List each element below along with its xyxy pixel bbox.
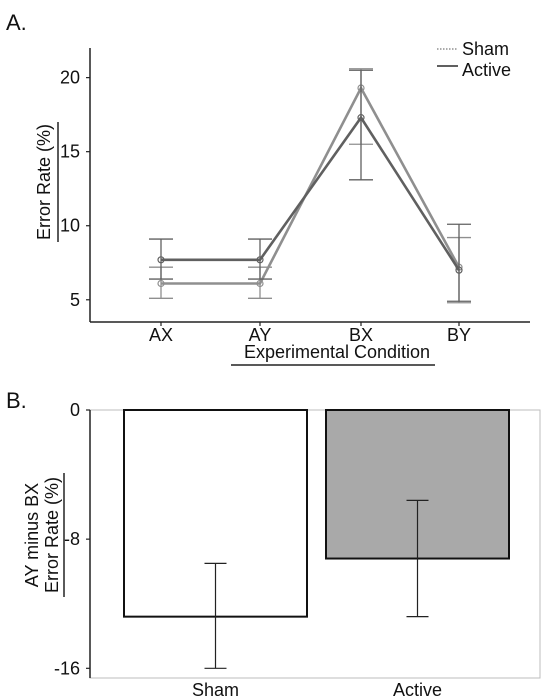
panel-b-y-tick-label: 0 [70,400,80,420]
series-sham-point [256,279,264,288]
panel-b-y-axis-title-line2: Error Rate (%) [42,477,62,593]
panel-a-y-tick-label: 10 [60,216,80,236]
panel-b-x-tick-label-active: Active [393,680,442,699]
series-sham-point [157,279,165,288]
panel-a-y-tick-label: 5 [70,290,80,310]
panel-a-label: A. [6,10,27,35]
panel-b-bar-chart: B. 0 -8 -16 Sham Active AY minus BX Error R… [6,388,541,699]
panel-a-legend: Sham Active [437,39,511,80]
panel-b-label: B. [6,388,27,413]
panel-a-line-chart: A. 5 10 15 20 AX AY BX BY Experimental Conditi… [6,10,530,366]
panel-a-x-tick-label: BX [349,325,373,345]
panel-a-x-tick-label: AX [149,325,173,345]
panel-b-y-tick-label: -16 [54,658,80,678]
panel-a-x-tick-label: AY [249,325,272,345]
panel-a-y-tick-label: 20 [60,68,80,88]
series-active-line [161,115,461,271]
panel-a-y-axis-title: Error Rate (%) [34,124,54,240]
panel-b-y-tick-label: -8 [64,529,80,549]
panel-b-x-tick-label-sham: Sham [192,680,239,699]
panel-a-y-tick-label: 15 [60,142,80,162]
legend-sham-label: Sham [462,39,509,59]
series-active-point [256,256,264,264]
panel-a-x-axis-title: Experimental Condition [244,342,430,362]
panel-a-x-tick-label: BY [447,325,471,345]
series-active-point [357,114,365,122]
series-active-point [455,266,463,274]
series-sham-line [161,85,461,285]
panel-b-y-axis-title-line1: AY minus BX [22,483,42,587]
legend-active-label: Active [462,60,511,80]
series-active-point [157,256,165,264]
